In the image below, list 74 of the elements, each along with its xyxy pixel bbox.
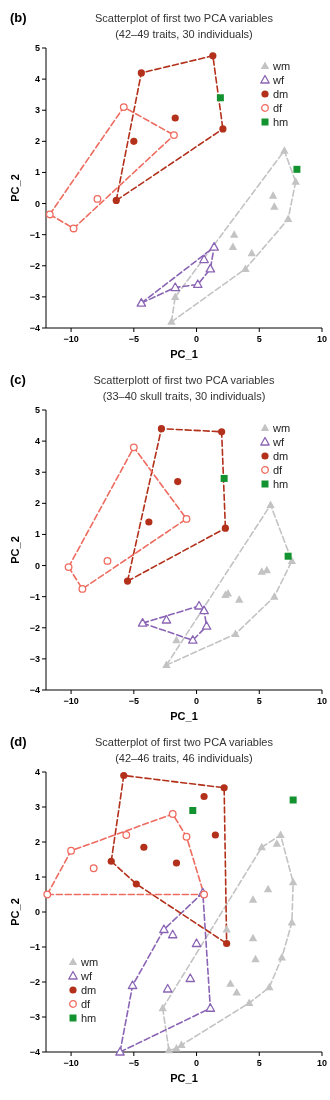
- legend-label: wm: [272, 60, 291, 72]
- x-tick-label: −10: [63, 334, 79, 344]
- y-tick-label: 0: [34, 560, 40, 571]
- text: (d): [10, 734, 27, 749]
- y-tick-label: −1: [29, 229, 40, 240]
- y-tick-label: 3: [34, 105, 40, 116]
- y-tick-label: −4: [29, 685, 40, 695]
- x-tick-label: 5: [256, 696, 262, 706]
- y-tick-label: 1: [34, 529, 40, 540]
- x-tick-label: 10: [316, 334, 328, 344]
- y-tick-label: 1: [34, 167, 40, 178]
- y-tick-label: −3: [29, 1012, 40, 1022]
- y-tick-label: 4: [34, 74, 40, 85]
- text: (b): [10, 10, 27, 25]
- legend-label: df: [81, 998, 92, 1010]
- x-tick-label: 0: [194, 334, 200, 344]
- x-tick-label: −5: [128, 696, 139, 706]
- y-tick-label: −4: [29, 323, 40, 333]
- x-tick-label: 5: [256, 334, 262, 344]
- chart-title: Scatterplot of first two PCA variables: [95, 12, 274, 24]
- legend-label: wf: [272, 436, 285, 448]
- x-tick-label: 10: [316, 696, 328, 706]
- y-tick-label: 2: [34, 837, 40, 847]
- y-axis-title: PC_2: [9, 536, 21, 564]
- legend-label: hm: [273, 478, 289, 490]
- y-tick-label: 4: [34, 767, 40, 777]
- y-tick-label: 0: [34, 198, 40, 209]
- chart-subtitle: (42–46 traits, 46 individuals): [115, 752, 253, 764]
- x-tick-label: −10: [63, 696, 79, 706]
- legend-label: wm: [80, 956, 99, 968]
- y-axis-title: PC_2: [9, 898, 21, 926]
- legend-label: wm: [272, 422, 291, 434]
- chart-title: Scatterplot of first two PCA variables: [95, 736, 274, 748]
- y-tick-label: 5: [34, 43, 40, 53]
- legend-label: df: [273, 464, 284, 476]
- y-tick-label: −3: [29, 653, 40, 664]
- legend-label: hm: [273, 116, 289, 128]
- chart-subtitle: (42–49 traits, 30 individuals): [115, 28, 253, 40]
- x-tick-label: −5: [128, 1058, 139, 1068]
- y-tick-label: −4: [29, 1047, 40, 1057]
- legend-label: df: [273, 102, 284, 114]
- x-axis-title: PC_1: [170, 710, 198, 722]
- y-tick-label: 1: [34, 872, 40, 882]
- legend-label: dm: [81, 984, 97, 996]
- y-tick-label: −2: [29, 977, 40, 987]
- x-axis-title: PC_1: [170, 348, 198, 360]
- y-tick-label: −2: [29, 622, 40, 633]
- y-tick-label: −1: [29, 591, 40, 602]
- chart-title: Scatterplott of first two PCA variables: [93, 374, 275, 386]
- legend-label: wf: [80, 970, 93, 982]
- x-tick-label: 5: [256, 1058, 262, 1068]
- y-tick-label: 2: [34, 498, 40, 509]
- y-tick-label: −1: [29, 942, 40, 952]
- y-tick-label: 3: [34, 467, 40, 478]
- y-tick-label: −3: [29, 291, 40, 302]
- y-tick-label: 2: [34, 136, 40, 147]
- x-tick-label: 0: [194, 696, 200, 706]
- text: (c): [10, 372, 26, 387]
- chart-subtitle: (33–40 skull traits, 30 individuals): [102, 390, 266, 402]
- x-tick-label: 0: [194, 1058, 200, 1068]
- legend-label: hm: [81, 1012, 97, 1024]
- y-tick-label: 5: [34, 405, 40, 415]
- legend-label: wf: [272, 74, 285, 86]
- y-tick-label: 4: [34, 436, 40, 447]
- x-axis-title: PC_1: [170, 1072, 198, 1084]
- legend-label: dm: [273, 450, 289, 462]
- y-tick-label: 0: [34, 907, 40, 917]
- legend-label: dm: [273, 88, 289, 100]
- y-tick-label: 3: [34, 802, 40, 812]
- x-tick-label: 10: [316, 1058, 328, 1068]
- y-axis-title: PC_2: [9, 174, 21, 202]
- y-tick-label: −2: [29, 260, 40, 271]
- x-tick-label: −10: [63, 1058, 79, 1068]
- x-tick-label: −5: [128, 334, 139, 344]
